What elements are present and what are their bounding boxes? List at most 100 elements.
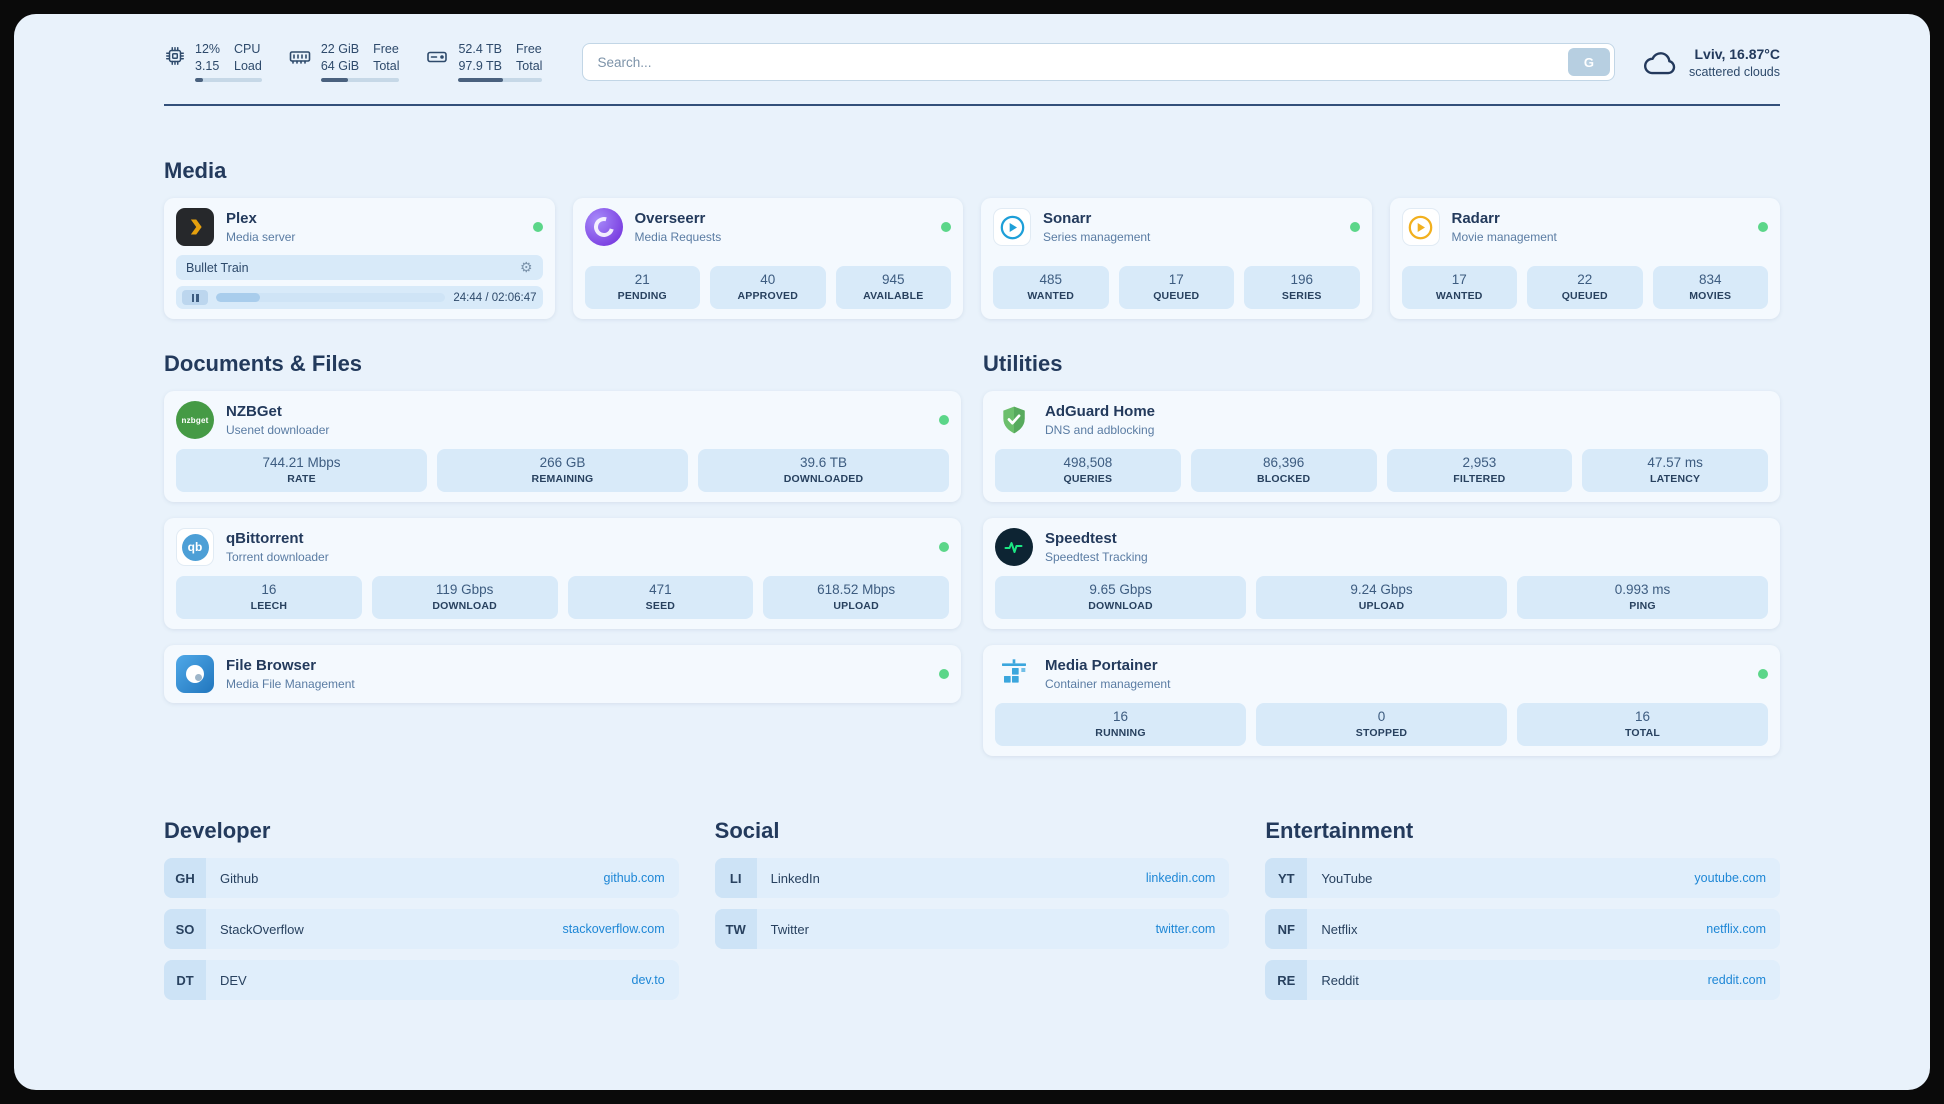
stat-box: 9.65 Gbps DOWNLOAD <box>995 576 1246 619</box>
linkedin-icon: LI <box>714 858 757 898</box>
stat-box: 0.993 ms PING <box>1517 576 1768 619</box>
search-input[interactable] <box>582 43 1615 81</box>
reddit-icon: RE <box>1265 960 1308 1000</box>
bookmark-name: Reddit <box>1321 972 1359 988</box>
stat-box: 618.52 Mbps UPLOAD <box>763 576 949 619</box>
bookmark-linkedin[interactable]: LI LinkedIn linkedin.com <box>714 858 1230 898</box>
bookmark-twitter[interactable]: TW Twitter twitter.com <box>714 909 1230 949</box>
app-subtitle: Series management <box>1043 230 1151 244</box>
nzbget-icon: nzbget <box>176 401 214 439</box>
disk-free-label: Free <box>516 42 542 56</box>
stat-box: 119 Gbps DOWNLOAD <box>371 576 558 619</box>
ram-total-label: Total <box>373 59 400 73</box>
cpu-monitor: 12% 3.15 CPU Load <box>164 42 262 82</box>
ram-usage-bar <box>320 78 400 82</box>
bookmark-dev[interactable]: DT DEV dev.to <box>164 960 679 1000</box>
media-section: Media Plex Media server Bullet Train ⚙ <box>164 158 1780 319</box>
weather-widget: Lviv, 16.87°C scattered clouds <box>1641 46 1780 79</box>
bookmark-github[interactable]: GH Github github.com <box>164 858 679 898</box>
stat-box: 47.57 ms LATENCY <box>1582 449 1768 492</box>
stat-box: 0 STOPPED <box>1256 703 1507 746</box>
playback-progress-bar[interactable] <box>216 293 446 302</box>
stat-box: 9.24 Gbps UPLOAD <box>1256 576 1507 619</box>
github-icon: GH <box>164 858 206 898</box>
bookmark-url: github.com <box>603 871 665 885</box>
entertainment-group: Entertainment YT YouTube youtube.com NF … <box>1265 818 1780 1000</box>
stat-box: 945 AVAILABLE <box>835 266 951 309</box>
overseerr-card[interactable]: Overseerr Media Requests 21 PENDING 40 A… <box>572 198 963 319</box>
stat-box: 266 GB REMAINING <box>437 449 688 492</box>
weather-location: Lviv, 16.87°C <box>1694 45 1781 62</box>
status-dot <box>939 669 949 679</box>
bookmark-url: netflix.com <box>1706 922 1766 936</box>
bookmark-url: dev.to <box>631 973 665 987</box>
pause-icon[interactable] <box>182 290 208 305</box>
disk-total-value: 97.9 TB <box>458 59 503 73</box>
gear-icon[interactable]: ⚙ <box>519 259 533 275</box>
status-dot <box>939 415 949 425</box>
radarr-card[interactable]: Radarr Movie management 17 WANTED 22 QUE… <box>1389 198 1780 319</box>
bookmark-name: StackOverflow <box>220 921 304 937</box>
speedtest-icon <box>995 528 1033 566</box>
bookmark-name: LinkedIn <box>770 870 820 886</box>
filebrowser-card[interactable]: File Browser Media File Management <box>164 645 961 703</box>
app-subtitle: Torrent downloader <box>226 550 329 564</box>
cpu-load-label: Load <box>234 59 262 73</box>
disk-usage-bar <box>458 78 543 82</box>
overseerr-icon <box>584 208 623 246</box>
weather-condition: scattered clouds <box>1688 64 1780 79</box>
social-group-title: Social <box>714 818 780 843</box>
app-subtitle: Usenet downloader <box>226 423 330 437</box>
adguard-card[interactable]: AdGuard Home DNS and adblocking 498,508 … <box>983 391 1780 502</box>
media-section-title: Media <box>164 158 227 183</box>
nzbget-card[interactable]: nzbget NZBGet Usenet downloader 744.21 M… <box>164 391 961 502</box>
radarr-icon <box>1401 208 1440 246</box>
portainer-card[interactable]: Media Portainer Container management 16 … <box>983 645 1780 756</box>
bookmarks-section: Developer GH Github github.com SO StackO… <box>164 818 1780 1000</box>
app-subtitle: Container management <box>1045 677 1171 691</box>
stat-box: 485 WANTED <box>993 266 1109 309</box>
entertainment-group-title: Entertainment <box>1265 818 1414 843</box>
developer-group: Developer GH Github github.com SO StackO… <box>164 818 679 1000</box>
app-title: Overseerr <box>634 210 706 227</box>
filebrowser-icon <box>176 655 214 693</box>
cpu-icon <box>164 45 186 67</box>
bookmark-name: YouTube <box>1321 870 1373 886</box>
now-playing-row: Bullet Train ⚙ <box>176 255 543 280</box>
cpu-readout: 12% 3.15 CPU Load <box>195 42 262 82</box>
stat-box: 21 PENDING <box>584 266 700 309</box>
stat-box: 17 QUEUED <box>1118 266 1234 309</box>
bookmark-stackoverflow[interactable]: SO StackOverflow stackoverflow.com <box>164 909 679 949</box>
media-grid: Plex Media server Bullet Train ⚙ 24:44 /… <box>164 198 1780 319</box>
qbittorrent-icon: qb <box>176 528 214 566</box>
ram-total-value: 64 GiB <box>320 59 360 73</box>
qbittorrent-card[interactable]: qb qBittorrent Torrent downloader 16 LEE… <box>164 518 961 629</box>
bookmark-reddit[interactable]: RE Reddit reddit.com <box>1265 960 1780 1000</box>
cpu-load-value: 3.15 <box>195 59 220 73</box>
bookmark-netflix[interactable]: NF Netflix netflix.com <box>1265 909 1780 949</box>
bookmark-url: twitter.com <box>1155 922 1216 936</box>
stackoverflow-icon: SO <box>164 909 206 949</box>
stat-box: 16 TOTAL <box>1517 703 1768 746</box>
plex-card[interactable]: Plex Media server Bullet Train ⚙ 24:44 /… <box>164 198 555 319</box>
cpu-usage-bar <box>195 78 262 82</box>
stat-box: 471 SEED <box>567 576 754 619</box>
sonarr-card[interactable]: Sonarr Series management 485 WANTED 17 Q… <box>981 198 1372 319</box>
adguard-icon <box>995 401 1033 439</box>
status-dot <box>1758 222 1768 232</box>
disk-icon <box>425 45 449 69</box>
app-title: qBittorrent <box>226 530 304 547</box>
bookmark-url: linkedin.com <box>1145 871 1216 885</box>
app-subtitle: Movie management <box>1451 230 1557 244</box>
app-title: File Browser <box>226 657 317 674</box>
bookmark-youtube[interactable]: YT YouTube youtube.com <box>1265 858 1780 898</box>
disk-monitor: 52.4 TB 97.9 TB Free Total <box>425 42 543 82</box>
app-title: NZBGet <box>226 403 282 420</box>
cpu-usage-value: 12% <box>195 42 221 56</box>
bookmark-name: Netflix <box>1321 921 1358 937</box>
search-engine-button[interactable]: G <box>1567 48 1610 76</box>
ram-free-value: 22 GiB <box>320 42 360 56</box>
speedtest-card[interactable]: Speedtest Speedtest Tracking 9.65 Gbps D… <box>983 518 1780 629</box>
portainer-icon <box>995 655 1033 693</box>
